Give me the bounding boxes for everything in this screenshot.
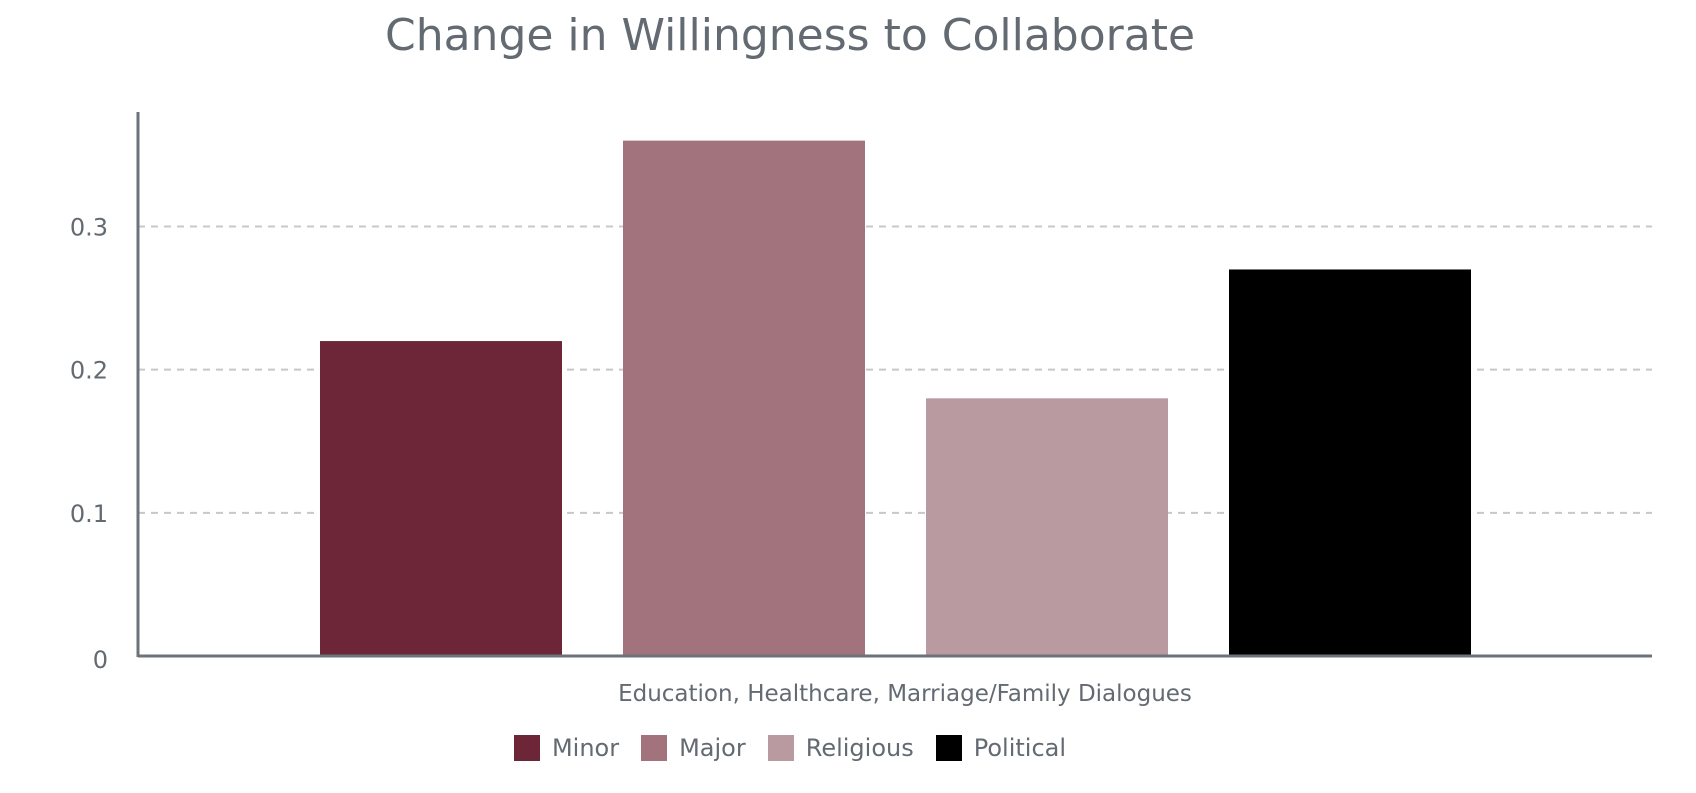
legend-item-political: Political [935, 734, 1067, 762]
legend: Minor Major Religious Political [0, 734, 1580, 762]
y-tick-label: 0.3 [70, 214, 108, 242]
x-category-label: Education, Healthcare, Marriage/Family D… [618, 681, 1192, 707]
bar-minor [320, 341, 562, 656]
legend-item-major: Major [641, 734, 746, 762]
legend-swatch [767, 735, 794, 761]
legend-label: Religious [805, 734, 914, 762]
legend-swatch [513, 735, 540, 761]
chart-title: Change in Willingness to Collaborate [384, 10, 1196, 61]
y-tick-label: 0.1 [70, 500, 108, 528]
bar-political [1229, 269, 1471, 656]
legend-label: Major [679, 734, 746, 762]
legend-swatch [935, 735, 962, 761]
legend-item-minor: Minor [513, 734, 620, 762]
legend-swatch [641, 735, 668, 761]
y-tick-label: 0.2 [70, 357, 108, 385]
bar-religious [926, 398, 1168, 656]
legend-label: Minor [551, 734, 620, 762]
bar-major [623, 140, 865, 656]
legend-label: Political [973, 734, 1067, 762]
y-tick-label: 0 [93, 646, 108, 674]
legend-item-religious: Religious [767, 734, 914, 762]
